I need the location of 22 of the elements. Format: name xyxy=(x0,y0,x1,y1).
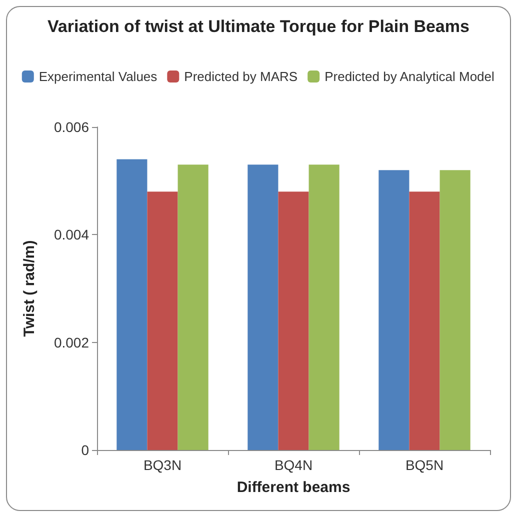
legend-label: Predicted by MARS xyxy=(184,69,298,84)
bar xyxy=(116,159,148,450)
bar xyxy=(147,192,178,450)
bar xyxy=(248,164,278,450)
x-axis-title: Different beams xyxy=(236,479,350,496)
y-tick-label: 0.006 xyxy=(54,119,90,135)
x-tick-label: BQ4N xyxy=(274,457,313,473)
legend-label: Predicted by Analytical Model xyxy=(324,69,495,84)
x-tick-label: BQ5N xyxy=(405,457,444,473)
chart-title: Variation of twist at Ultimate Torque for Plain Beams xyxy=(48,17,470,36)
y-tick-label: 0 xyxy=(81,442,90,458)
y-axis-title: Twist ( rad/m) xyxy=(21,240,38,337)
bar xyxy=(440,170,470,450)
bar xyxy=(278,192,309,450)
legend-label: Experimental Values xyxy=(38,69,158,84)
y-tick-label: 0.002 xyxy=(54,334,90,350)
bar xyxy=(409,192,440,450)
bar xyxy=(308,164,340,450)
bar xyxy=(178,164,208,450)
bar xyxy=(378,170,410,450)
x-tick-label: BQ3N xyxy=(143,457,182,473)
y-tick-label: 0.004 xyxy=(54,226,90,243)
